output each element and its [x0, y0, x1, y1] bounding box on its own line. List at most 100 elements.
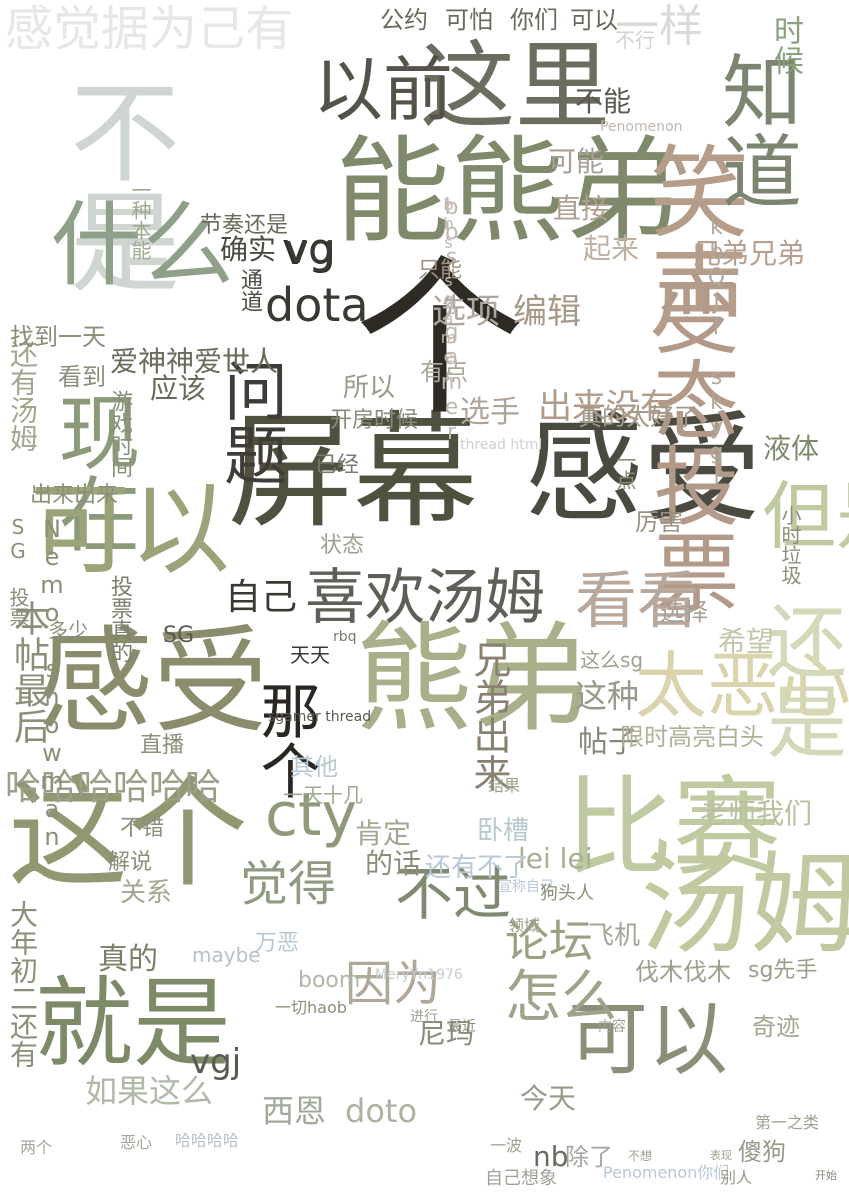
- cloud-word: Nemo snowman: [38, 515, 66, 851]
- cloud-word: 自己想象: [485, 1168, 557, 1189]
- cloud-word: 傻狗: [738, 1138, 786, 1166]
- cloud-word: 大年初二还有: [6, 900, 39, 1068]
- cloud-word: 结果: [488, 776, 521, 795]
- cloud-word: 别人: [720, 1168, 753, 1187]
- cloud-word: 找到一天: [10, 323, 106, 351]
- cloud-word: 就是: [35, 967, 232, 1081]
- cloud-word: 选手: [460, 395, 520, 430]
- cloud-word: 只能: [418, 258, 463, 283]
- cloud-word: 除了: [565, 1143, 613, 1171]
- cloud-word: 但是: [762, 474, 849, 560]
- cloud-word: 如果这么: [85, 1072, 214, 1110]
- cloud-word: 肯定: [355, 817, 412, 850]
- cloud-word: dota: [265, 278, 369, 332]
- cloud-word: 已经: [315, 453, 360, 478]
- cloud-word: 狗头人: [540, 883, 594, 904]
- cloud-word: 看看: [575, 564, 700, 637]
- cloud-word: 厉害: [635, 508, 683, 536]
- cloud-word: 这种: [575, 677, 640, 715]
- cloud-word: 宣称自己: [498, 879, 554, 895]
- cloud-word: 一波: [490, 1136, 523, 1155]
- cloud-word: 开房时候: [330, 408, 419, 433]
- cloud-word: 选择: [660, 598, 708, 626]
- cloud-word: 以前: [313, 49, 453, 131]
- cloud-word: 一天十几: [283, 783, 363, 807]
- cloud-word: 什么: [50, 192, 235, 299]
- cloud-word: 感受: [38, 615, 269, 749]
- cloud-word: 第一之类: [755, 1113, 820, 1132]
- cloud-word: 时候: [768, 15, 803, 75]
- cloud-word: 两个: [20, 1138, 53, 1157]
- cloud-word: 知道: [709, 50, 802, 210]
- cloud-word: Penomenon: [600, 119, 683, 135]
- cloud-word: 爱神神爱世人: [110, 345, 279, 378]
- cloud-word: 不是: [51, 75, 179, 295]
- cloud-word: SG: [163, 623, 195, 648]
- cloud-word: 兄弟出来: [467, 640, 511, 792]
- cloud-word: 还有不了: [425, 853, 530, 883]
- cloud-word: vg: [285, 227, 335, 273]
- cloud-word: 所以: [343, 373, 396, 403]
- cloud-word: 这个: [8, 765, 248, 904]
- cloud-word: 的话: [365, 847, 422, 880]
- cloud-word: 老师我们: [700, 797, 813, 830]
- cloud-word: 直播: [140, 733, 185, 758]
- cloud-word: 现在: [44, 390, 139, 554]
- cloud-word: 变态投票: [638, 270, 738, 614]
- cloud-word: 恶心: [120, 1133, 153, 1152]
- cloud-word: 哈哈哈哈哈哈: [5, 767, 222, 808]
- cloud-word: 可能: [548, 145, 605, 178]
- cloud-word: 笑声: [632, 140, 749, 340]
- cloud-word: vg: [282, 224, 336, 275]
- cloud-word: 熊弟: [355, 610, 592, 748]
- cloud-word: 出来出来: [30, 483, 119, 508]
- cloud-word: 多少: [48, 618, 88, 642]
- cloud-word: 表现: [710, 1149, 732, 1162]
- cloud-word: 选项: [432, 292, 500, 332]
- cloud-word: 你们: [510, 6, 558, 34]
- cloud-word: 万恶: [255, 931, 300, 956]
- cloud-word: 希望: [718, 625, 775, 658]
- cloud-word: 本帖最后: [8, 600, 49, 744]
- cloud-word: 今天: [520, 1082, 577, 1115]
- cloud-word: 起来: [583, 232, 640, 265]
- cloud-word: 奇迹: [752, 1013, 800, 1041]
- cloud-word: Penomenon你们: [603, 1163, 730, 1182]
- cloud-word: 一样: [615, 1, 703, 52]
- cloud-word: 真的太好了: [578, 403, 698, 431]
- cloud-word: 解说: [108, 850, 153, 875]
- cloud-word: 一种本能: [128, 180, 152, 260]
- cloud-word: 怎么: [505, 965, 617, 1030]
- cloud-word: 汤姆没有: [640, 841, 849, 969]
- cloud-word: sgamer thread: [268, 709, 372, 725]
- cloud-word: 伐木伐木: [635, 958, 731, 986]
- cloud-word: 限时高亮白头: [620, 723, 764, 751]
- cloud-word: 应该: [150, 372, 207, 405]
- cloud-word: 液体: [763, 432, 820, 465]
- cloud-word: 飞机: [588, 921, 641, 951]
- cloud-word: 可以: [568, 993, 728, 1086]
- cloud-word: 天天: [290, 643, 330, 667]
- cloud-word: 开始: [815, 1169, 837, 1182]
- cloud-word: 太恶心: [635, 644, 849, 728]
- cloud-word: sg先手: [748, 958, 818, 983]
- cloud-word: 这里: [420, 32, 611, 142]
- cloud-word: 还是: [754, 600, 847, 760]
- cloud-word: bbs sgamer: [439, 195, 458, 385]
- cloud-word: 兄弟兄弟: [693, 237, 806, 270]
- cloud-word: 节奏还是: [200, 213, 289, 238]
- cloud-word: 问题: [213, 358, 287, 486]
- cloud-word: 出来没有: [538, 387, 674, 427]
- cloud-word: 进行: [410, 1009, 438, 1025]
- cloud-word: 投票真的: [107, 575, 132, 663]
- cloud-word: 不错: [120, 816, 165, 841]
- cloud-word: doto: [345, 1092, 418, 1130]
- cloud-word: 看到: [58, 363, 106, 391]
- cloud-word: 论坛: [505, 916, 593, 967]
- cloud-word: 那个: [250, 680, 320, 800]
- cloud-word: 不行: [615, 28, 655, 52]
- cloud-word: 尼玛: [418, 1017, 475, 1050]
- cloud-word: 感受: [525, 400, 762, 538]
- cloud-word: 公约: [380, 6, 428, 34]
- cloud-word: 小时垃圾: [778, 505, 802, 585]
